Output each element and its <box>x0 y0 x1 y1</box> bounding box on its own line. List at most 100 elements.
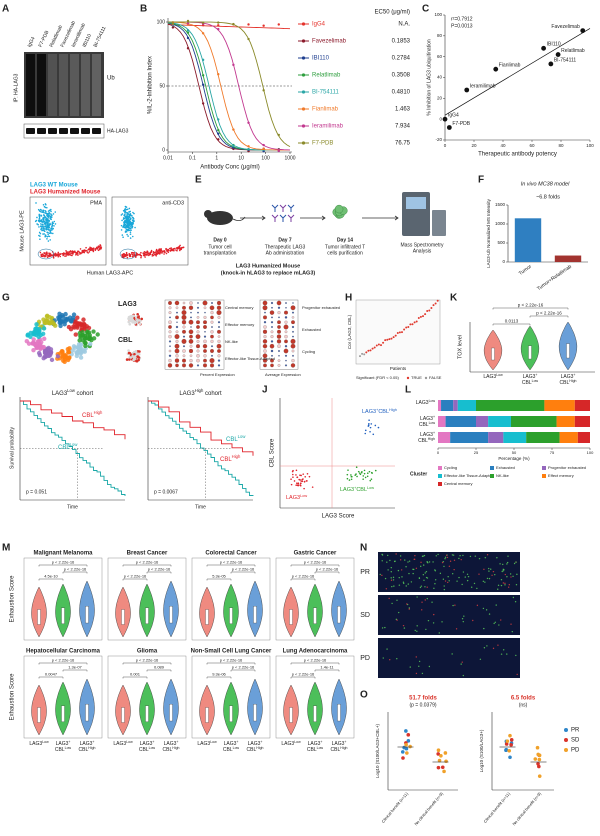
flow-event <box>126 233 128 236</box>
dose-point <box>171 26 175 29</box>
ihc-signal <box>497 584 500 587</box>
umap-cell <box>136 320 139 324</box>
label-part: CBL <box>55 747 65 753</box>
p-value: 4.5e-10 <box>44 574 58 579</box>
p-bracket <box>230 571 256 574</box>
patient-point <box>440 765 445 770</box>
bar-segment <box>577 432 590 443</box>
flow-event <box>160 248 162 250</box>
violin-box <box>205 609 209 625</box>
legend-title: Significant (FDR < 0.05) <box>356 375 399 380</box>
dot-plot-dot <box>211 354 213 357</box>
umap-cell <box>138 350 141 353</box>
dot-plot-dot <box>175 354 179 358</box>
flow-event <box>89 246 91 249</box>
flow-event <box>49 209 51 211</box>
p-value: 0.0113 <box>505 319 519 324</box>
label-part: CBL <box>378 409 389 415</box>
label-sup: High <box>428 437 435 441</box>
label-part: LAG3 <box>420 416 433 422</box>
dot-plot-dot <box>203 315 207 319</box>
ihc-signal <box>393 585 395 587</box>
flow-event <box>134 256 137 258</box>
label-sup: High <box>569 379 576 383</box>
step-text: Analysis <box>413 248 432 254</box>
y-tick-label: 500 <box>497 240 505 245</box>
flow-event <box>94 249 97 252</box>
caption: (knock-in hLAG3 to replace mLAG3) <box>221 270 316 276</box>
group-label: LAG3+CBLHigh <box>362 408 397 415</box>
dot-plot-dot <box>284 364 288 367</box>
flow-event <box>57 255 60 258</box>
dot-plot-dot <box>168 325 172 329</box>
ihc-signal <box>449 560 452 562</box>
label-sup: + <box>433 415 435 419</box>
violin-box <box>145 705 149 722</box>
dot-plot-dot <box>269 310 275 315</box>
dot-plot-dot <box>291 325 295 329</box>
flow-event <box>46 231 48 234</box>
antibody-icon <box>287 214 295 222</box>
blot-band <box>37 128 46 134</box>
score-point <box>371 472 373 474</box>
panel-letter: G <box>2 293 10 304</box>
umap-cell <box>134 354 137 358</box>
ihc-signal <box>412 572 414 575</box>
p-value: p = 0.051 <box>26 489 47 495</box>
point-label: Relatlimab <box>561 48 585 54</box>
label-sup: High <box>195 388 204 393</box>
dose-point <box>262 89 265 92</box>
dose-point <box>262 143 265 147</box>
ihc-signal <box>515 584 518 586</box>
legend-label: F7-PDB <box>312 141 333 147</box>
dot-plot-dot <box>217 315 221 319</box>
dot-plot-dot <box>291 349 295 353</box>
plot-label: anti-CD3 <box>162 200 184 206</box>
label-part: CBL <box>418 438 428 444</box>
x-tick-label: 20 <box>471 143 477 148</box>
group-label: LAG3+CBLHigh <box>560 373 577 386</box>
ihc-signal <box>462 674 465 677</box>
dot-plot-dot <box>292 330 294 333</box>
ihc-signal <box>399 555 402 557</box>
flow-event <box>49 215 52 218</box>
label-part: LAG3 <box>164 741 177 747</box>
bar-segment <box>510 416 557 427</box>
label-sup: Low <box>126 740 133 744</box>
flow-event <box>129 227 132 230</box>
dot-plot-dot <box>182 301 186 305</box>
dot-plot-dot <box>182 358 186 363</box>
flow-event <box>143 254 146 257</box>
flow-event <box>96 248 99 250</box>
flow-event <box>133 212 135 215</box>
flow-event <box>75 254 77 256</box>
p-value: p = 0.0067 <box>154 489 178 495</box>
patient-point <box>509 738 514 742</box>
umap-cell <box>41 344 47 350</box>
ihc-signal <box>418 665 420 668</box>
label-part: CBL <box>419 422 429 428</box>
flow-event <box>38 217 41 219</box>
patient-point <box>363 353 366 356</box>
p-bracket <box>206 662 256 665</box>
patient-point <box>537 757 542 762</box>
ihc-signal <box>407 583 410 585</box>
bar-segment <box>488 416 511 427</box>
blot-lane <box>81 54 90 116</box>
flow-event <box>48 255 51 258</box>
dot-plot-dot <box>277 320 281 325</box>
umap-cell <box>30 341 36 346</box>
flow-event <box>36 223 38 225</box>
label-sup: Low <box>65 746 72 750</box>
label-sup: High <box>94 410 103 415</box>
ihc-signal <box>473 582 476 585</box>
group-label: LAG3+CBLHigh <box>331 740 348 753</box>
dot-plot-dot <box>203 306 207 310</box>
ihc-signal <box>427 619 430 622</box>
ec50-value: N.A. <box>398 22 410 28</box>
flow-event <box>125 218 128 221</box>
legend-label: PD <box>571 748 580 754</box>
row-label: PR <box>360 569 370 576</box>
legend-swatch <box>542 474 546 478</box>
score-point <box>355 473 357 475</box>
